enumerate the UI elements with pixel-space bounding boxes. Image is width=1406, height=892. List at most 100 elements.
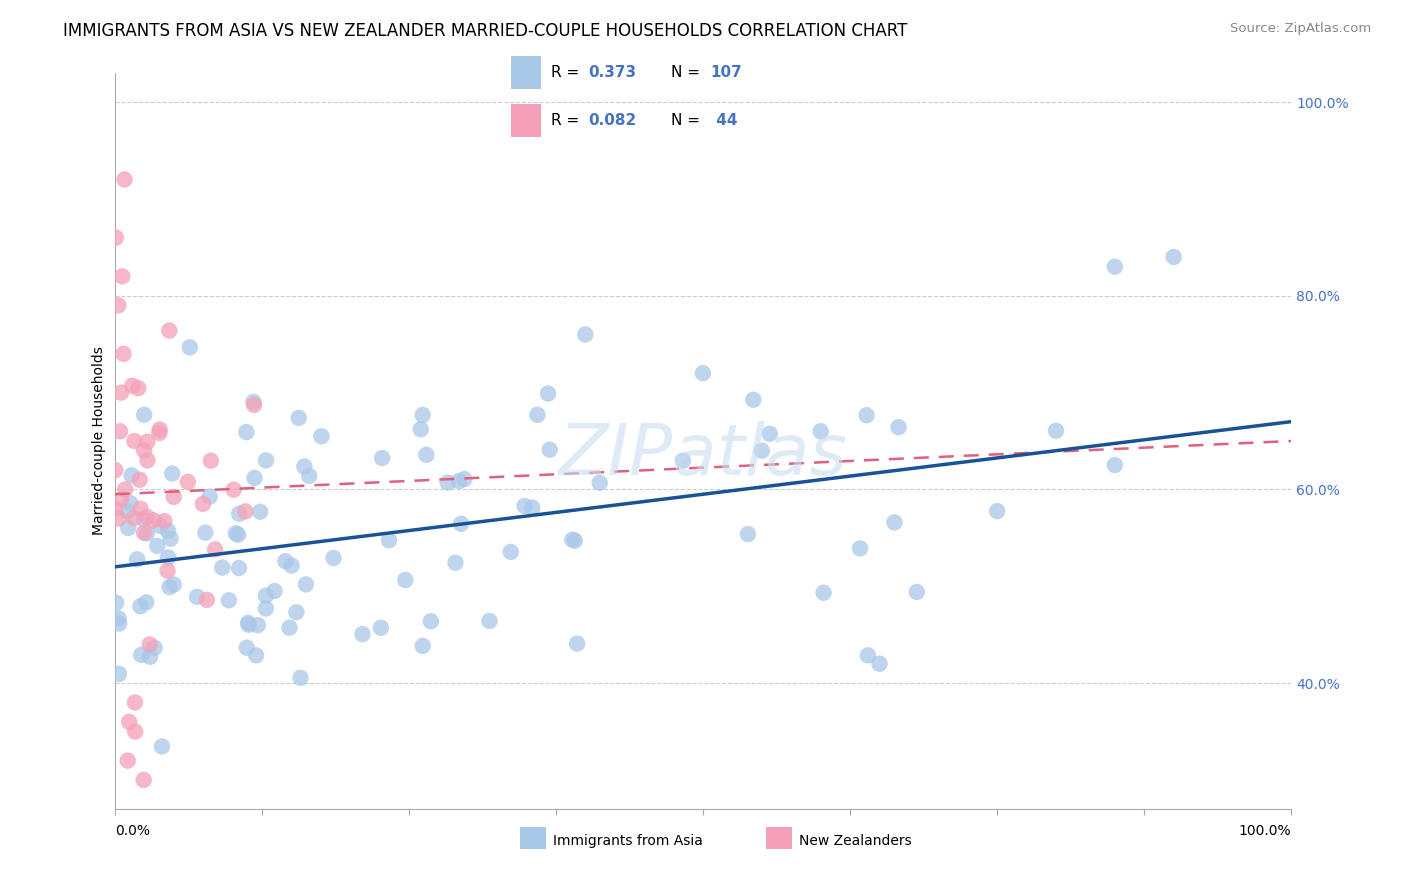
Point: [135, 595, 157, 609]
Point: [129, 501, 152, 516]
Text: ZIPatlas: ZIPatlas: [558, 421, 848, 491]
Point: [564, 533, 586, 548]
Text: Immigrants from Asia: Immigrants from Asia: [553, 834, 703, 848]
Point: [132, 525, 155, 540]
Point: [163, 577, 186, 591]
Point: [245, 648, 267, 663]
Point: [111, 269, 134, 284]
Point: [1104, 260, 1126, 274]
Point: [287, 410, 309, 425]
Point: [136, 526, 159, 541]
Text: 44: 44: [710, 113, 737, 128]
Point: [136, 510, 159, 524]
Point: [409, 422, 432, 436]
Point: [436, 475, 458, 490]
Point: [150, 739, 173, 754]
Point: [263, 584, 285, 599]
Text: 0.0%: 0.0%: [115, 823, 149, 838]
Point: [129, 599, 152, 614]
Point: [142, 513, 165, 527]
Point: [112, 347, 135, 361]
Point: [105, 596, 128, 610]
Point: [163, 490, 186, 504]
Point: [370, 621, 392, 635]
FancyBboxPatch shape: [512, 104, 541, 137]
Point: [589, 475, 612, 490]
Text: 100.0%: 100.0%: [1239, 823, 1291, 838]
Point: [198, 490, 221, 504]
Point: [737, 527, 759, 541]
Point: [1163, 250, 1185, 264]
Point: [110, 492, 132, 507]
Point: [204, 542, 226, 557]
Point: [412, 639, 434, 653]
Point: [149, 519, 172, 533]
Point: [107, 298, 129, 312]
Point: [160, 467, 183, 481]
Point: [254, 589, 277, 603]
Point: [143, 640, 166, 655]
Point: [104, 501, 127, 516]
Point: [132, 512, 155, 526]
Point: [758, 426, 780, 441]
Point: [246, 618, 269, 632]
Text: 107: 107: [710, 65, 742, 79]
Point: [394, 573, 416, 587]
Point: [298, 469, 321, 483]
Point: [371, 450, 394, 465]
Point: [177, 475, 200, 489]
Text: 0.082: 0.082: [588, 113, 637, 128]
Point: [419, 615, 441, 629]
Text: N =: N =: [672, 65, 706, 79]
Point: [104, 463, 127, 477]
Point: [856, 648, 879, 663]
Point: [513, 499, 536, 513]
Point: [254, 453, 277, 467]
Point: [869, 657, 891, 671]
Point: [905, 585, 928, 599]
Point: [810, 425, 832, 439]
Point: [120, 496, 142, 510]
Point: [537, 386, 560, 401]
Point: [274, 554, 297, 568]
Point: [849, 541, 872, 556]
Point: [813, 585, 835, 599]
Text: 0.373: 0.373: [588, 65, 637, 79]
Text: New Zealanders: New Zealanders: [799, 834, 911, 848]
Point: [139, 649, 162, 664]
Point: [157, 324, 180, 338]
Text: R =: R =: [551, 65, 583, 79]
Point: [561, 533, 583, 547]
Point: [415, 448, 437, 462]
Point: [499, 545, 522, 559]
Text: N =: N =: [672, 113, 706, 128]
Point: [412, 408, 434, 422]
Point: [285, 605, 308, 619]
Point: [159, 580, 181, 594]
Point: [574, 327, 596, 342]
Text: R =: R =: [551, 113, 583, 128]
Point: [672, 453, 695, 467]
Point: [124, 696, 146, 710]
Point: [128, 473, 150, 487]
Point: [122, 511, 145, 525]
Point: [179, 340, 201, 354]
Point: [136, 434, 159, 449]
Point: [378, 533, 401, 548]
Point: [157, 550, 180, 565]
Point: [238, 617, 260, 632]
Point: [108, 425, 131, 439]
Point: [107, 611, 129, 625]
Point: [134, 408, 156, 422]
Point: [146, 539, 169, 553]
Point: [186, 590, 208, 604]
Point: [136, 453, 159, 467]
Point: [887, 420, 910, 434]
Point: [855, 408, 877, 422]
Point: [526, 408, 548, 422]
Point: [292, 459, 315, 474]
Point: [249, 505, 271, 519]
Point: [742, 392, 765, 407]
Point: [156, 564, 179, 578]
Point: [159, 532, 181, 546]
